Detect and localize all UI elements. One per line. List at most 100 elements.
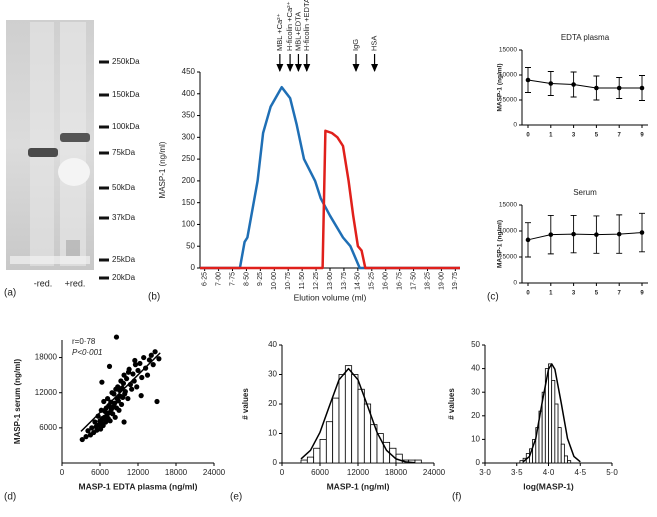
marker-label: 100kDa bbox=[112, 122, 140, 131]
panel-label: (b) bbox=[148, 292, 160, 303]
scatter-point bbox=[148, 352, 154, 358]
panel-label: (f) bbox=[452, 492, 461, 503]
scatter-point bbox=[115, 398, 121, 404]
scatter-point bbox=[122, 388, 128, 395]
marker-band bbox=[99, 186, 109, 190]
marker-label: 37kDa bbox=[112, 213, 136, 222]
arrow-head bbox=[371, 64, 379, 72]
lane-label: -red. bbox=[34, 278, 53, 288]
y-tick-label: 0 bbox=[476, 458, 481, 467]
scatter-point bbox=[120, 380, 127, 386]
y-tick-label: 10 bbox=[471, 435, 480, 444]
x-tick-label: 15·25 bbox=[369, 272, 376, 290]
x-tick-label: 10·75 bbox=[285, 272, 292, 290]
y-tick-label: 250 bbox=[182, 154, 196, 163]
y-tick-label: 300 bbox=[182, 132, 196, 141]
x-tick-label: 16·75 bbox=[396, 272, 403, 290]
scatter-point bbox=[101, 398, 107, 405]
scatter-point bbox=[152, 349, 158, 355]
scatter-point bbox=[150, 362, 156, 368]
y-tick-label: 350 bbox=[182, 111, 196, 120]
y-tick-label: 450 bbox=[182, 67, 196, 76]
histogram-bar bbox=[332, 397, 340, 464]
x-tick-label: 0 bbox=[526, 133, 530, 139]
histogram-bar bbox=[557, 427, 562, 464]
annotation-text: H-ficolin +Ca²⁺ bbox=[285, 1, 294, 51]
scatter-point bbox=[107, 418, 113, 424]
x-tick-label: 5·0 bbox=[606, 468, 618, 477]
x-tick-label: 18·25 bbox=[424, 272, 431, 290]
annotation-text: r=0·78 bbox=[72, 337, 96, 346]
y-axis-title: # values bbox=[447, 388, 456, 420]
scatter-point bbox=[146, 357, 152, 363]
y-tick-label: 40 bbox=[471, 364, 480, 373]
y-tick-label: 40 bbox=[268, 340, 277, 349]
arrow-head bbox=[303, 64, 311, 72]
histogram-bar bbox=[357, 388, 365, 464]
x-tick-label: 6000 bbox=[311, 468, 329, 477]
x-tick-label: 1 bbox=[549, 133, 553, 139]
line-series bbox=[200, 129, 460, 270]
y-tick-label: 12000 bbox=[35, 388, 58, 397]
y-tick-label: 50 bbox=[471, 340, 480, 349]
x-tick-label: 5 bbox=[595, 133, 599, 139]
scatter-point bbox=[132, 362, 139, 368]
annotation-text: MBL+EDTA bbox=[293, 12, 302, 51]
annotation-text: P<0·001 bbox=[72, 348, 102, 357]
x-axis-title: MASP-1 EDTA plasma (ng/ml) bbox=[78, 481, 197, 491]
x-tick-label: 12000 bbox=[127, 468, 150, 477]
x-tick-label: 7 bbox=[618, 291, 622, 297]
histogram-bar bbox=[313, 447, 321, 464]
y-axis-title: MASP-1 (ng/ml) bbox=[497, 220, 504, 268]
x-tick-label: 3·5 bbox=[511, 468, 523, 477]
y-tick-label: 0 bbox=[273, 458, 278, 467]
x-tick-label: 0 bbox=[60, 468, 65, 477]
scatter-point bbox=[106, 363, 113, 369]
scatter-point bbox=[132, 357, 138, 364]
histogram-bar bbox=[300, 459, 308, 464]
y-tick-label: 5000 bbox=[503, 254, 518, 261]
marker-label: 25kDa bbox=[112, 255, 136, 264]
fit-curve bbox=[300, 367, 416, 464]
scatter-point bbox=[116, 407, 122, 413]
x-tick-label: 13·75 bbox=[341, 272, 348, 290]
x-tick-label: 9·25 bbox=[257, 272, 264, 286]
scatter-point bbox=[85, 428, 91, 434]
scatter-point bbox=[137, 360, 143, 367]
x-tick-label: 24000 bbox=[423, 468, 446, 477]
chart-title: EDTA plasma bbox=[561, 33, 610, 42]
x-tick-label: 5 bbox=[595, 291, 599, 297]
y-tick-label: 0 bbox=[513, 280, 517, 287]
histogram-bar bbox=[344, 365, 353, 464]
scatter-point bbox=[124, 376, 130, 382]
scatter-point bbox=[134, 384, 140, 390]
scatter-point bbox=[92, 419, 98, 425]
arrow-head bbox=[276, 64, 284, 72]
scatter-point bbox=[105, 395, 111, 402]
y-tick-label: 10000 bbox=[499, 72, 517, 79]
lane-label: +red. bbox=[65, 278, 86, 288]
mean-point bbox=[639, 230, 645, 235]
mean-point bbox=[548, 81, 554, 86]
arrow-head bbox=[352, 64, 360, 72]
scatter-point bbox=[111, 391, 117, 397]
arrow-head bbox=[286, 64, 294, 72]
scatter-point bbox=[89, 425, 95, 431]
mean-point bbox=[616, 231, 622, 237]
x-tick-label: 18000 bbox=[165, 468, 188, 477]
y-tick-label: 0 bbox=[191, 263, 196, 272]
mean-point bbox=[525, 237, 531, 243]
marker-label: 250kDa bbox=[112, 57, 140, 66]
mean-point bbox=[525, 77, 531, 83]
marker-band bbox=[99, 93, 109, 97]
panel-label: (a) bbox=[4, 288, 16, 299]
x-axis-title: log(MASP-1) bbox=[523, 481, 574, 491]
x-tick-label: 10·00 bbox=[271, 272, 278, 290]
y-tick-label: 20 bbox=[268, 399, 277, 408]
x-tick-label: 6000 bbox=[91, 468, 109, 477]
gel-image bbox=[6, 20, 94, 270]
x-axis-title: MASP-1 (ng/ml) bbox=[327, 481, 390, 491]
marker-band bbox=[99, 60, 109, 64]
x-tick-label: 9 bbox=[640, 291, 644, 297]
